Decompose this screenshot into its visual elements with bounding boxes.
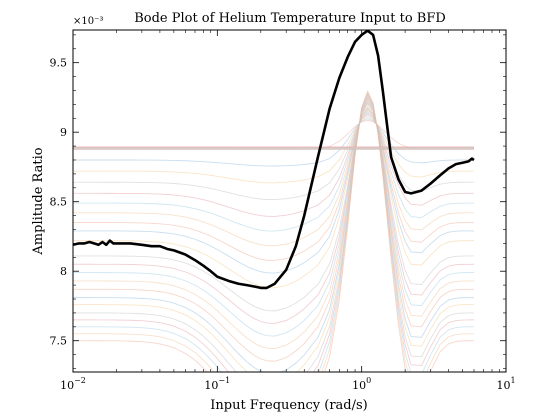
- background-curve: [73, 118, 474, 167]
- x-tick-label: 100: [352, 376, 371, 392]
- x-tick-label: 101: [496, 376, 515, 392]
- y-tick-label: 9: [60, 126, 67, 139]
- background-curve: [73, 95, 474, 372]
- background-curve: [73, 103, 474, 312]
- flat-series-group: [73, 146, 474, 150]
- background-curve: [73, 108, 474, 261]
- background-curve: [73, 116, 474, 184]
- y-tick-label: 8: [60, 265, 67, 278]
- highlight-series-group: [73, 30, 475, 290]
- chart-title: Bode Plot of Helium Temperature Input to…: [134, 11, 446, 26]
- background-curve: [73, 99, 474, 350]
- background-curve: [73, 97, 474, 362]
- plot-frame: [72, 29, 507, 373]
- background-curve: [73, 111, 474, 232]
- background-curve: [73, 101, 474, 324]
- background-curve: [73, 92, 474, 372]
- x-axis: 10−2 10−1 100 101: [60, 30, 516, 392]
- background-curve: [73, 105, 474, 289]
- y-axis-label: Amplitude Ratio: [31, 147, 46, 255]
- x-axis-label: Input Frequency (rad/s): [210, 398, 368, 413]
- background-curve: [73, 93, 474, 372]
- y-tick-label: 9.5: [50, 57, 68, 70]
- background-curve: [73, 112, 474, 217]
- background-curve: [73, 96, 474, 372]
- background-curve: [73, 119, 474, 150]
- background-curve: [73, 109, 474, 247]
- background-curve: [73, 114, 474, 201]
- background-series-group: [73, 89, 474, 372]
- y-tick-label: 7.5: [50, 335, 68, 348]
- y-multiplier-label: ×10⁻³: [73, 16, 103, 27]
- background-curve: [73, 89, 474, 372]
- y-axis: 7.5 8 8.5 9 9.5: [50, 34, 506, 369]
- background-curve: [73, 100, 474, 337]
- background-curve: [73, 107, 474, 274]
- x-tick-label: 10−1: [204, 376, 230, 392]
- background-curve: [73, 94, 474, 372]
- x-tick-label: 10−2: [60, 376, 86, 392]
- background-curve: [73, 90, 474, 372]
- y-tick-label: 8.5: [50, 196, 68, 209]
- highlight-series-line: [73, 30, 475, 290]
